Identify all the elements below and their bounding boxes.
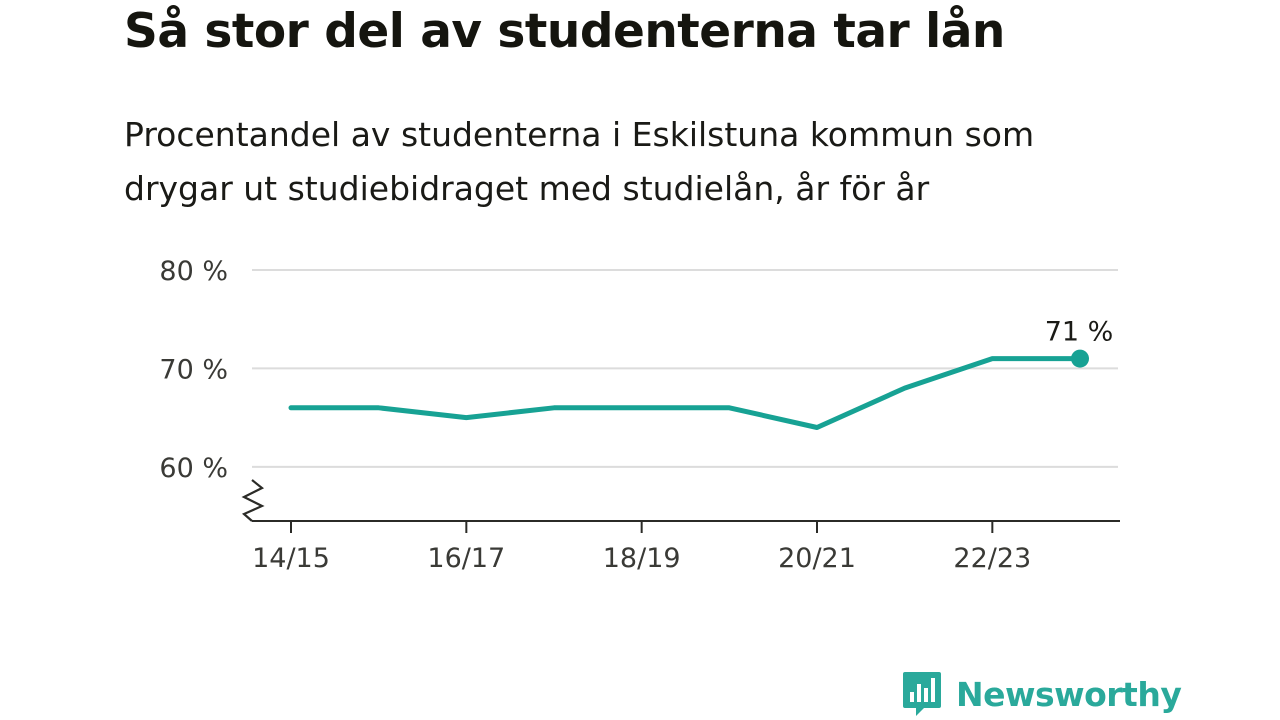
brand-name: Newsworthy [956,674,1182,714]
x-tick-label: 22/23 [953,543,1031,574]
axis-break-symbol [241,479,265,522]
chart-subtitle: Procentandel av studenterna i Eskilstuna… [124,115,1035,208]
y-tick-label: 80 % [159,256,228,287]
x-axis-ticks: 14/15 16/17 18/19 20/21 22/23 [252,521,1031,574]
x-tick-label: 14/15 [252,543,330,574]
gridlines [252,269,1118,468]
end-value-label: 71 % [1045,317,1114,348]
newsworthy-icon [903,672,941,716]
y-tick-label: 60 % [159,453,228,484]
x-tick-label: 18/19 [603,543,681,574]
x-tick-label: 16/17 [427,543,505,574]
series-line [288,356,1083,430]
y-axis-ticks: 60 % 70 % 80 % [159,256,228,484]
data-point-end [1071,349,1089,368]
data-points [1071,349,1089,368]
newsworthy-logo: Newsworthy [902,670,1182,718]
x-tick-label: 20/21 [778,543,856,574]
chart-title: Så stor del av studenterna tar lån [124,4,1005,59]
y-tick-label: 70 % [159,354,228,385]
